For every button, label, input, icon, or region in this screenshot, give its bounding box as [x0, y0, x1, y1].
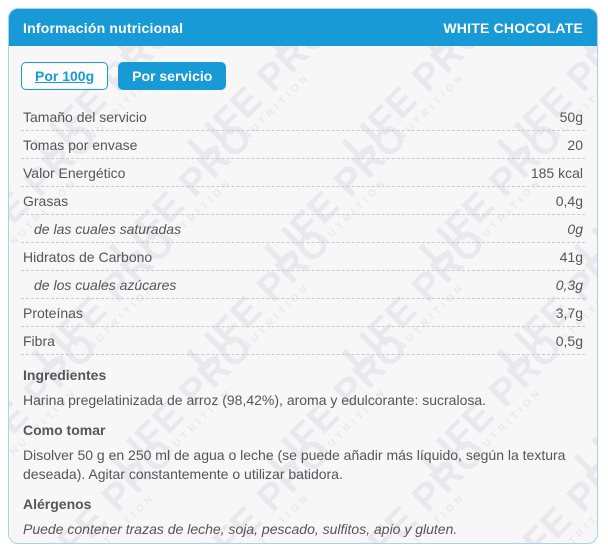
row-label: de las cuales saturadas	[34, 221, 182, 237]
page-title: Información nutricional	[23, 19, 184, 36]
section-text: Harina pregelatinizada de arroz (98,42%)…	[23, 392, 487, 408]
table-row: de los cuales azúcares 0,3g	[21, 271, 585, 299]
row-value: 185 kcal	[530, 165, 583, 181]
section-heading: Ingredientes	[23, 367, 107, 383]
info-sections: Ingredientes Harina pregelatinizada de a…	[21, 367, 585, 539]
row-label: Tomas por envase	[23, 137, 138, 153]
card-header: Información nutricional WHITE CHOCOLATE	[9, 9, 597, 46]
table-row: Valor Energético 185 kcal	[21, 159, 585, 187]
table-row: Hidratos de Carbono 41g	[21, 243, 585, 271]
nutrition-card: LIFE PRO NUTRITION LIFE PRO NUTRITION LIFE P…	[8, 8, 598, 544]
table-row: Grasas 0,4g	[21, 187, 585, 215]
table-row: de las cuales saturadas 0g	[21, 215, 585, 243]
unit-tabs: Por 100g Por servicio	[9, 46, 597, 103]
section-text: Disolver 50 g en 250 ml de agua o leche …	[23, 447, 566, 482]
table-row: Tamaño del servicio 50g	[21, 103, 585, 131]
section-heading: Como tomar	[23, 422, 106, 438]
tab-por-servicio[interactable]: Por servicio	[118, 62, 227, 90]
row-label: Grasas	[23, 193, 69, 209]
info-section: Como tomar Disolver 50 g en 250 ml de ag…	[21, 422, 585, 484]
row-value: 41g	[559, 249, 583, 265]
row-label: de los cuales azúcares	[34, 277, 177, 293]
info-section: Alérgenos Puede contener trazas de leche…	[21, 496, 585, 539]
row-value: 50g	[559, 109, 583, 125]
nutrition-table: Tamaño del servicio 50g Tomas por envase…	[21, 103, 585, 355]
info-section: Ingredientes Harina pregelatinizada de a…	[21, 367, 585, 410]
row-label: Tamaño del servicio	[23, 109, 147, 125]
row-value: 0,5g	[555, 333, 583, 349]
section-heading: Alérgenos	[23, 496, 92, 512]
row-value: 0,3g	[555, 277, 583, 293]
row-value: 20	[567, 137, 583, 153]
section-text: Puede contener trazas de leche, soja, pe…	[23, 521, 458, 537]
table-row: Proteínas 3,7g	[21, 299, 585, 327]
row-label: Valor Energético	[23, 165, 126, 181]
tab-por-100g[interactable]: Por 100g	[21, 62, 109, 90]
row-label: Fibra	[23, 333, 55, 349]
row-label: Hidratos de Carbono	[23, 249, 153, 265]
row-label: Proteínas	[23, 305, 83, 321]
table-row: Fibra 0,5g	[21, 327, 585, 355]
card-body: Por 100g Por servicio Tamaño del servici…	[9, 46, 597, 539]
row-value: 0,4g	[555, 193, 583, 209]
row-value: 3,7g	[555, 305, 583, 321]
table-row: Tomas por envase 20	[21, 131, 585, 159]
row-value: 0g	[567, 221, 583, 237]
product-name: WHITE CHOCOLATE	[443, 19, 583, 36]
